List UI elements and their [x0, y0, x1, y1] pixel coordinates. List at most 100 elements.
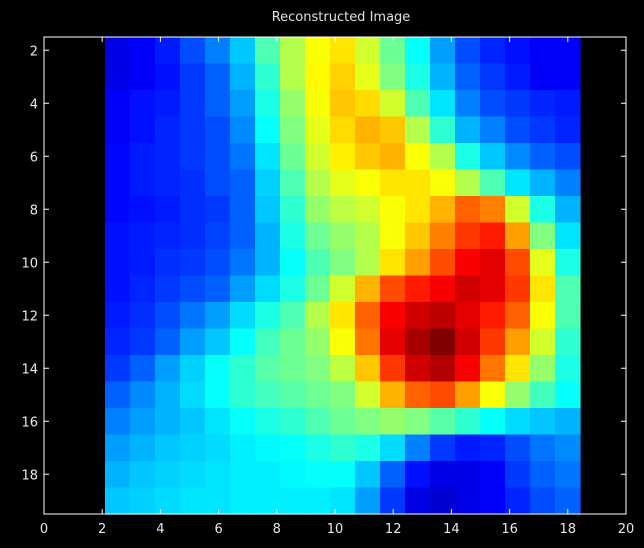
heatmap-cell [380, 328, 406, 356]
x-tick-label: 16 [501, 522, 518, 537]
heatmap-cell [280, 408, 306, 436]
heatmap-cell [230, 302, 256, 330]
heatmap-cell [530, 116, 556, 144]
heatmap-cell [155, 408, 181, 436]
heatmap-cell [380, 249, 406, 277]
heatmap-cell [130, 381, 156, 409]
heatmap-cell [530, 302, 556, 330]
heatmap-cell [155, 116, 181, 144]
heatmap-cell [255, 143, 281, 171]
heatmap-cell [430, 328, 456, 356]
heatmap-cell [380, 302, 406, 330]
heatmap-cell [130, 434, 156, 462]
heatmap-cell [305, 196, 331, 224]
heatmap-cell [505, 381, 531, 409]
x-tick-label: 18 [560, 522, 577, 537]
heatmap-cell [555, 275, 581, 303]
heatmap-cell [380, 461, 406, 489]
heatmap-cell [280, 249, 306, 277]
heatmap-cell [180, 222, 206, 250]
heatmap-cell [280, 355, 306, 383]
heatmap-cell [180, 249, 206, 277]
heatmap-cell [180, 169, 206, 197]
heatmap-cell [205, 116, 231, 144]
heatmap-cell [555, 90, 581, 118]
heatmap-cell [455, 434, 481, 462]
heatmap-cell [480, 302, 506, 330]
heatmap-cell [205, 275, 231, 303]
heatmap-cell [180, 434, 206, 462]
heatmap-cell [180, 487, 206, 515]
heatmap-cell [205, 328, 231, 356]
heatmap-cell [555, 434, 581, 462]
heatmap-cell [430, 249, 456, 277]
heatmap-cell [255, 381, 281, 409]
heatmap-cell [380, 90, 406, 118]
heatmap-cell [530, 63, 556, 91]
heatmap-cell [455, 381, 481, 409]
heatmap-cell [555, 302, 581, 330]
heatmap-cell [305, 275, 331, 303]
x-tick-label: 10 [327, 522, 344, 537]
heatmap-cell [155, 249, 181, 277]
heatmap-cell [105, 143, 131, 171]
heatmap-cell [205, 90, 231, 118]
heatmap-cell [280, 143, 306, 171]
heatmap-cell [480, 169, 506, 197]
heatmap-cell [455, 169, 481, 197]
heatmap-cell [305, 63, 331, 91]
heatmap-cell [155, 328, 181, 356]
heatmap-cell [155, 302, 181, 330]
heatmap-cell [555, 169, 581, 197]
heatmap-cell [105, 196, 131, 224]
heatmap-cell [555, 196, 581, 224]
heatmap-cell [155, 461, 181, 489]
heatmap-cell [480, 196, 506, 224]
heatmap-cell [355, 461, 381, 489]
heatmap-cell [505, 90, 531, 118]
heatmap-cell [280, 116, 306, 144]
heatmap-cell [255, 63, 281, 91]
heatmap-cell [430, 381, 456, 409]
heatmap-cell [230, 63, 256, 91]
heatmap-cell [380, 196, 406, 224]
heatmap-cell [555, 355, 581, 383]
heatmap-cell [405, 355, 431, 383]
heatmap-cell [355, 143, 381, 171]
heatmap-cell [355, 249, 381, 277]
heatmap-cell [380, 116, 406, 144]
heatmap-cell [555, 408, 581, 436]
heatmap-cell [305, 116, 331, 144]
heatmap-cell [130, 275, 156, 303]
heatmap-cell [205, 381, 231, 409]
heatmap-cell [155, 355, 181, 383]
y-tick-label: 14 [21, 362, 38, 377]
heatmap-cell [480, 63, 506, 91]
heatmap-cell [355, 434, 381, 462]
heatmap-cell [455, 116, 481, 144]
heatmap-cell [230, 408, 256, 436]
heatmap-cell [155, 37, 181, 65]
y-axis: 2 4 6 8 10 12 14 16 18 [21, 44, 626, 483]
y-tick-label: 12 [21, 309, 38, 324]
heatmap-cell [105, 461, 131, 489]
heatmap-cell [305, 381, 331, 409]
heatmap-cell [105, 90, 131, 118]
heatmap-cell [130, 37, 156, 65]
heatmap-cell [205, 37, 231, 65]
heatmap-cell [355, 116, 381, 144]
heatmap-cell [255, 196, 281, 224]
heatmap-cell [330, 249, 356, 277]
heatmap-cell [430, 355, 456, 383]
heatmap-cell [305, 461, 331, 489]
heatmap-cell [355, 381, 381, 409]
heatmap-cell [255, 90, 281, 118]
heatmap-cell [255, 302, 281, 330]
heatmap-cell [230, 275, 256, 303]
chart-title: Reconstructed Image [272, 10, 411, 25]
heatmap-cell [205, 249, 231, 277]
heatmap-cell [330, 90, 356, 118]
x-tick-label: 8 [273, 522, 281, 537]
heatmap-cell [480, 487, 506, 515]
